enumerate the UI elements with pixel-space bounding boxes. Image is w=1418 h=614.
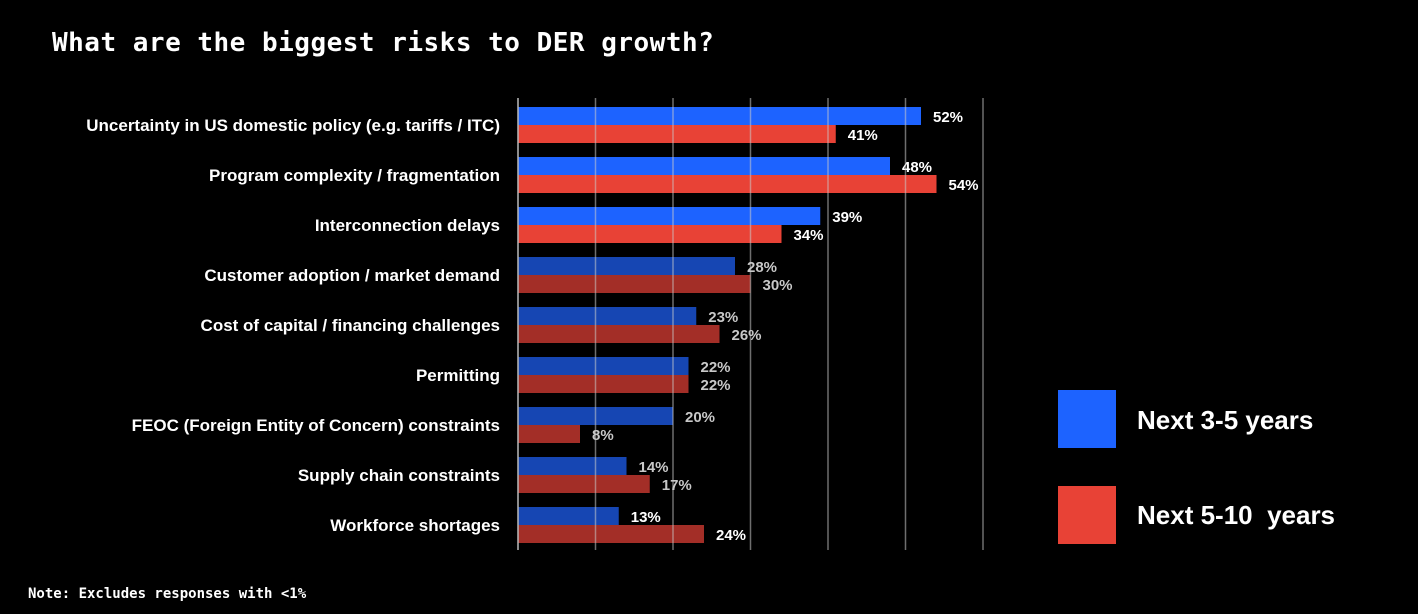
- bar-next-5-10-years: [518, 375, 689, 393]
- bar-next-3-5-years: [518, 207, 821, 225]
- data-label: 30%: [763, 277, 793, 294]
- data-label: 41%: [848, 127, 878, 144]
- chart-title: What are the biggest risks to DER growth…: [52, 28, 715, 58]
- data-label: 24%: [716, 527, 746, 544]
- bar-next-3-5-years: [518, 307, 697, 325]
- category-label: Uncertainty in US domestic policy (e.g. …: [86, 116, 500, 135]
- category-label: Program complexity / fragmentation: [209, 166, 500, 185]
- bar-next-3-5-years: [518, 457, 627, 475]
- data-label: 22%: [701, 377, 731, 394]
- data-label: 13%: [631, 509, 661, 526]
- data-label: 23%: [708, 309, 738, 326]
- data-label: 22%: [701, 359, 731, 376]
- legend-label-5-10-years: Next 5-10 years: [1137, 500, 1336, 530]
- bar-next-3-5-years: [518, 257, 735, 275]
- data-label: 26%: [732, 327, 762, 344]
- bar-next-5-10-years: [518, 325, 720, 343]
- footnote: Note: Excludes responses with <1%: [28, 586, 307, 602]
- data-label: 20%: [685, 409, 715, 426]
- data-label: 28%: [747, 259, 777, 276]
- data-label: 54%: [949, 177, 979, 194]
- bar-next-3-5-years: [518, 357, 689, 375]
- category-label: Permitting: [416, 366, 500, 385]
- bar-next-3-5-years: [518, 157, 890, 175]
- data-label: 48%: [902, 159, 932, 176]
- data-label: 14%: [639, 459, 669, 476]
- category-label: FEOC (Foreign Entity of Concern) constra…: [132, 416, 500, 435]
- legend-label-3-5-years: Next 3-5 years: [1137, 405, 1314, 435]
- data-label: 39%: [832, 209, 862, 226]
- bar-next-5-10-years: [518, 125, 836, 143]
- legend-swatch-3-5-years: [1058, 390, 1116, 448]
- data-label: 17%: [662, 477, 692, 494]
- bar-next-3-5-years: [518, 507, 619, 525]
- data-label: 34%: [794, 227, 824, 244]
- category-label: Supply chain constraints: [298, 466, 500, 485]
- data-label: 52%: [933, 109, 963, 126]
- bar-next-5-10-years: [518, 175, 937, 193]
- category-label: Cost of capital / financing challenges: [201, 316, 500, 335]
- bar-next-5-10-years: [518, 525, 704, 543]
- bar-next-5-10-years: [518, 475, 650, 493]
- bar-next-5-10-years: [518, 225, 782, 243]
- category-label: Customer adoption / market demand: [204, 266, 500, 285]
- data-label: 8%: [592, 427, 614, 444]
- legend-swatch-5-10-years: [1058, 486, 1116, 544]
- bar-next-5-10-years: [518, 275, 751, 293]
- bar-next-5-10-years: [518, 425, 580, 443]
- bar-next-3-5-years: [518, 107, 921, 125]
- category-label: Interconnection delays: [315, 216, 500, 235]
- category-label: Workforce shortages: [330, 516, 500, 535]
